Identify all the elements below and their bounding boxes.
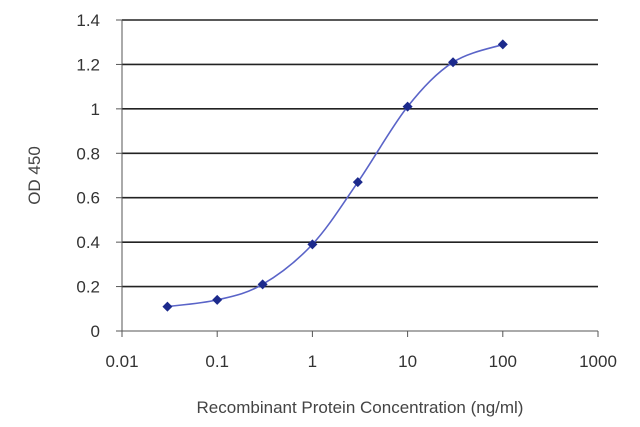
data-point xyxy=(257,279,268,290)
x-tick-labels: 0.01 0.1 1 10 100 1000 xyxy=(105,352,616,371)
data-point xyxy=(448,57,459,68)
x-tick-label: 1000 xyxy=(579,352,617,371)
x-tick-label: 0.01 xyxy=(105,352,138,371)
x-tick-label: 10 xyxy=(398,352,417,371)
data-point xyxy=(162,301,173,312)
y-tick-label: 1.2 xyxy=(76,55,100,74)
data-point xyxy=(307,239,318,250)
data-point xyxy=(402,101,413,112)
y-tick-label: 0.8 xyxy=(76,144,100,163)
series-line xyxy=(167,43,504,308)
data-point xyxy=(212,294,223,305)
data-series xyxy=(162,39,508,312)
x-axis-label: Recombinant Protein Concentration (ng/ml… xyxy=(197,398,524,417)
x-tick-label: 0.1 xyxy=(205,352,229,371)
y-tick-labels: 0 0.2 0.4 0.6 0.8 1 1.2 1.4 xyxy=(76,11,100,341)
axes xyxy=(116,19,599,337)
y-tick-label: 0.4 xyxy=(76,233,100,252)
y-tick-label: 0 xyxy=(91,322,100,341)
gridlines xyxy=(122,19,598,288)
data-point xyxy=(497,39,508,50)
x-tick-label: 1 xyxy=(308,352,317,371)
y-tick-label: 1.4 xyxy=(76,11,100,30)
y-tick-label: 0.6 xyxy=(76,189,100,208)
y-axis-label: OD 450 xyxy=(25,146,44,205)
x-tick-label: 100 xyxy=(489,352,517,371)
data-point xyxy=(352,177,363,188)
y-tick-label: 0.2 xyxy=(76,278,100,297)
y-tick-label: 1 xyxy=(91,100,100,119)
